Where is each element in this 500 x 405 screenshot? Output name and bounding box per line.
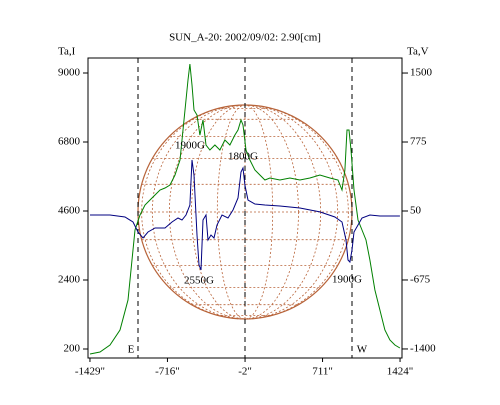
y-axis-label: Ta,I — [58, 46, 76, 58]
y2-tick-label: -675 — [410, 274, 431, 286]
y2-tick-label: -1400 — [410, 342, 436, 354]
limb-markers — [137, 58, 353, 358]
x-tick-label: -2" — [238, 366, 252, 378]
x-tick-label: 711" — [312, 366, 333, 378]
y2-tick-label: 1500 — [410, 67, 433, 79]
annotation: 1900G — [175, 140, 205, 152]
y2-tick-label: 775 — [410, 136, 427, 148]
series-line — [90, 159, 400, 271]
y-tick-label: 6800 — [58, 136, 81, 148]
y-tick-label: 2400 — [58, 274, 81, 286]
x-tick-label: -1429" — [75, 366, 105, 378]
y-tick-label: 9000 — [58, 67, 81, 79]
annotation: W — [357, 344, 368, 356]
annotation: 2550G — [184, 275, 214, 287]
y-tick-label: 4600 — [58, 205, 81, 217]
y-tick-label: 200 — [64, 343, 81, 355]
x-tick-label: 1424" — [387, 366, 414, 378]
y2-tick-label: 50 — [410, 205, 422, 217]
y2-axis-label: Ta,V — [407, 46, 429, 58]
annotation: 1800G — [228, 151, 258, 163]
chart-title: SUN_A-20: 2002/09/02: 2.90[cm] — [169, 32, 321, 44]
series-line — [89, 63, 401, 355]
x-tick-label: -716" — [155, 366, 180, 378]
annotation: 1900G — [332, 274, 362, 286]
annotation: E — [128, 344, 135, 356]
